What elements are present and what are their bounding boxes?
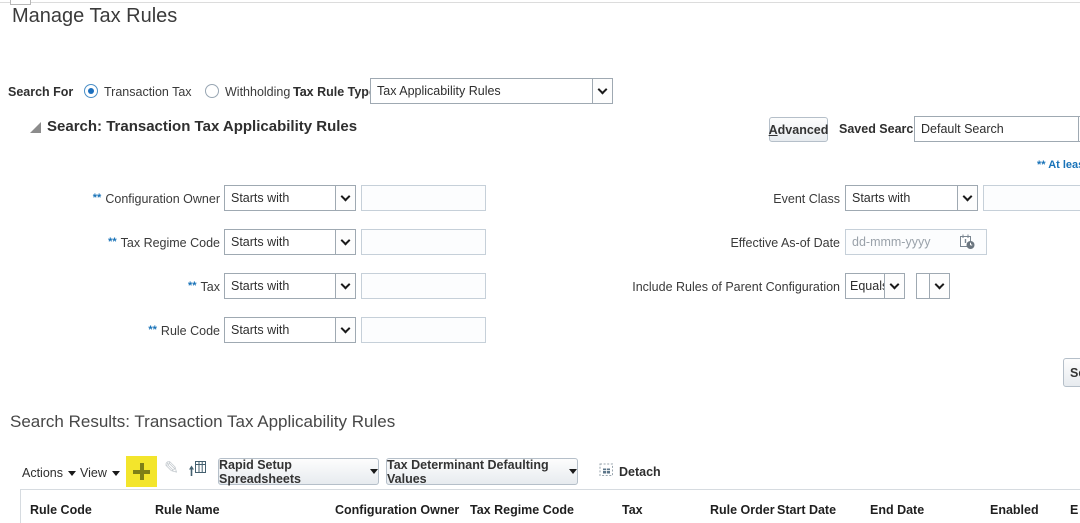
- chevron-down-icon: [68, 470, 76, 476]
- column-header-tax-regime-code[interactable]: Tax Regime Code: [470, 503, 574, 517]
- configuration-owner-input[interactable]: [361, 185, 486, 211]
- tax-rule-type-select[interactable]: Tax Applicability Rules: [370, 78, 613, 104]
- tax-operator-select[interactable]: Starts with: [224, 273, 356, 299]
- event-class-input[interactable]: [983, 185, 1080, 211]
- collapse-triangle-icon[interactable]: [30, 122, 41, 133]
- saved-search-select[interactable]: Default Search: [914, 116, 1080, 142]
- tax-rule-type-label: Tax Rule Type: [293, 85, 376, 99]
- column-header-enabled[interactable]: Enabled: [990, 503, 1039, 517]
- transaction-tax-radio-label: Transaction Tax: [104, 85, 192, 99]
- withholding-tax-radio-label: Withholding Tax: [225, 85, 314, 99]
- search-button[interactable]: Se: [1063, 358, 1080, 387]
- chevron-down-icon: [335, 186, 355, 210]
- transaction-tax-radio[interactable]: [84, 84, 98, 98]
- view-menu[interactable]: View: [80, 466, 120, 480]
- event-class-operator-select[interactable]: Starts with: [845, 185, 978, 211]
- top-tab-remnant: [10, 0, 31, 5]
- detach-icon: [599, 463, 614, 480]
- withholding-tax-radio[interactable]: [205, 84, 219, 98]
- plus-icon: [133, 463, 150, 480]
- include-parent-rules-label: Include Rules of Parent Configuration: [632, 280, 840, 294]
- chevron-down-icon: [884, 274, 904, 298]
- tax-input[interactable]: [361, 273, 486, 299]
- column-header-configuration-owner[interactable]: Configuration Owner: [335, 503, 460, 517]
- tax-regime-code-input[interactable]: [361, 229, 486, 255]
- tax-determinant-defaulting-values-button[interactable]: Tax Determinant Defaulting Values: [386, 458, 578, 486]
- results-title: Search Results: Transaction Tax Applicab…: [10, 412, 396, 431]
- include-parent-value-select[interactable]: [916, 273, 950, 299]
- chevron-down-icon: [335, 274, 355, 298]
- configuration-owner-operator-select[interactable]: Starts with: [224, 185, 356, 211]
- column-header-end-date[interactable]: End Date: [870, 503, 925, 517]
- add-button[interactable]: [126, 456, 157, 487]
- search-panel-title: Search: Transaction Tax Applicability Ru…: [47, 118, 358, 135]
- spreadsheet-table-icon[interactable]: [189, 460, 207, 482]
- actions-menu[interactable]: Actions: [22, 466, 76, 480]
- chevron-down-icon: [1078, 117, 1080, 141]
- configuration-owner-label: ** Configuration Owner: [92, 192, 220, 206]
- tax-label: ** Tax: [187, 280, 220, 294]
- tax-regime-code-operator-select[interactable]: Starts with: [224, 229, 356, 255]
- search-for-label: Search For: [8, 85, 74, 99]
- table-top-border: [20, 489, 1080, 490]
- advanced-button-label: dvanced: [777, 122, 829, 137]
- page-title: Manage Tax Rules: [12, 5, 178, 27]
- required-hint: ** At leas: [1037, 159, 1080, 171]
- column-header-start-date[interactable]: Start Date: [777, 503, 837, 517]
- effective-date-label: Effective As-of Date: [730, 236, 840, 250]
- column-header-rule-name[interactable]: Rule Name: [155, 503, 220, 517]
- column-header-clipped[interactable]: E: [1070, 503, 1079, 517]
- rule-code-operator-select[interactable]: Starts with: [224, 317, 356, 343]
- column-header-rule-order[interactable]: Rule Order: [710, 503, 775, 517]
- include-parent-operator-select[interactable]: Equals: [845, 273, 905, 299]
- chevron-down-icon: [111, 470, 120, 476]
- detach-button[interactable]: Detach: [599, 463, 661, 480]
- date-picker-icon[interactable]: [958, 233, 976, 255]
- chevron-down-icon: [335, 230, 355, 254]
- chevron-down-icon: [569, 469, 577, 474]
- column-header-tax[interactable]: Tax: [622, 503, 643, 517]
- rapid-setup-spreadsheets-button[interactable]: Rapid Setup Spreadsheets: [218, 458, 379, 486]
- rule-code-input[interactable]: [361, 317, 486, 343]
- edit-pencil-icon[interactable]: ✎: [164, 458, 180, 478]
- chevron-down-icon: [592, 79, 612, 103]
- advanced-button[interactable]: ​Advanced: [769, 117, 828, 142]
- rule-code-label: ** Rule Code: [148, 324, 220, 338]
- chevron-down-icon: [957, 186, 977, 210]
- event-class-label: Event Class: [773, 192, 840, 206]
- chevron-down-icon: [929, 274, 949, 298]
- chevron-down-icon: [370, 469, 378, 474]
- tax-regime-code-label: ** Tax Regime Code: [108, 236, 220, 250]
- saved-search-label: Saved Search: [839, 122, 921, 136]
- top-divider: [0, 2, 1080, 3]
- table-left-border: [20, 489, 21, 523]
- chevron-down-icon: [335, 318, 355, 342]
- column-header-rule-code[interactable]: Rule Code: [30, 503, 92, 517]
